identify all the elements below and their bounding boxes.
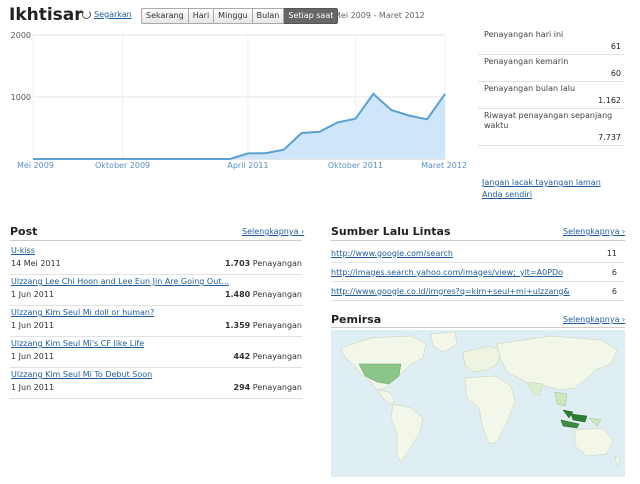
stat-last-month: Penayangan bulan lalu 1.162 — [478, 82, 625, 109]
x-tick-label: April 2011 — [227, 161, 268, 170]
source-count: 11 — [606, 248, 617, 258]
divider — [10, 240, 302, 241]
stat-label: Penayangan kemarin — [484, 57, 569, 66]
world-map-graphic — [340, 331, 622, 467]
stat-value: 61 — [610, 42, 621, 51]
audience-more-link[interactable]: Selengkapnya › — [563, 315, 626, 324]
date-range-label: Mei 2009 - Maret 2012 — [334, 11, 425, 20]
post-date: 1 Jun 2011 — [11, 321, 55, 330]
post-date: 1 Jun 2011 — [11, 352, 55, 361]
stat-yesterday: Penayangan kemarin 60 — [478, 55, 625, 82]
traffic-sources-list: http://www.google.com/search 11 http://i… — [331, 244, 625, 301]
post-date: 1 Jun 2011 — [11, 383, 55, 392]
y-tick-label: 1000 — [11, 93, 31, 102]
post-title-link[interactable]: Ulzzang Kim Seul Mi's CF like Life — [11, 339, 145, 348]
range-month-button[interactable]: Bulan — [252, 8, 285, 24]
stat-value: 60 — [610, 69, 621, 78]
post-title-link[interactable]: Ulzzang Kim Seul Mi doll or human? — [11, 308, 155, 317]
source-url-link[interactable]: http://www.google.co.id/imgres?q=kim+seu… — [331, 286, 570, 296]
divider — [331, 327, 625, 328]
stat-value: 7.737 — [598, 133, 621, 142]
traffic-sources-title: Sumber Lalu Lintas — [331, 225, 451, 238]
post-item: U-kiss 14 Mei 2011 1.703 Penayangan — [10, 244, 302, 275]
x-tick-label: Maret 2012 — [421, 161, 467, 170]
post-item: Ulzzang Kim Seul Mi doll or human? 1 Jun… — [10, 306, 302, 337]
pageviews-chart: 2000 1000 Mei 2009 Oktober 2009 April 2011 Ok… — [11, 31, 467, 170]
dont-track-own-views-link[interactable]: Jangan lacak tayangan laman Anda sendiri — [482, 178, 601, 199]
range-day-button[interactable]: Hari — [188, 8, 215, 24]
post-item: Ulzzang Kim Seul Mi's CF like Life 1 Jun… — [10, 337, 302, 368]
stat-today: Penayangan hari ini 61 — [478, 28, 625, 55]
posts-list: U-kiss 14 Mei 2011 1.703 Penayangan Ulzz… — [10, 244, 302, 399]
source-count: 6 — [611, 267, 617, 277]
post-views: 294 Penayangan — [233, 383, 302, 392]
range-now-button[interactable]: Sekarang — [141, 8, 189, 24]
y-tick-label: 2000 — [11, 31, 31, 40]
source-count: 6 — [611, 286, 617, 296]
post-views: 442 Penayangan — [233, 352, 302, 361]
post-title-link[interactable]: U-kiss — [11, 246, 35, 255]
source-row: http://www.google.com/search 11 — [331, 244, 625, 263]
refresh-icon — [82, 10, 91, 19]
stat-value: 1.162 — [598, 96, 621, 105]
time-range-selector: Sekarang Hari Minggu Bulan Setiap saat — [141, 8, 339, 24]
post-date: 1 Jun 2011 — [11, 290, 55, 299]
post-item: Ulzzang Lee Chi Hoon and Lee Eun Jin Are… — [10, 275, 302, 306]
page-title: Ikhtisar — [9, 5, 83, 25]
post-date: 14 Mei 2011 — [11, 259, 61, 268]
sources-more-link[interactable]: Selengkapnya › — [563, 227, 626, 236]
stats-panel: Penayangan hari ini 61 Penayangan kemari… — [478, 28, 625, 146]
source-row: http://images.search.yahoo.com/images/vi… — [331, 263, 625, 282]
x-tick-label: Oktober 2009 — [95, 161, 150, 170]
source-row: http://www.google.co.id/imgres?q=kim+seu… — [331, 282, 625, 301]
refresh-label: Segarkan — [94, 10, 132, 19]
post-item: Ulzzang Kim Seul Mi To Debut Soon 1 Jun … — [10, 368, 302, 399]
x-tick-label: Mei 2009 — [17, 161, 54, 170]
stat-label: Riwayat penayangan sepanjang waktu — [484, 111, 613, 130]
audience-world-map — [331, 330, 625, 477]
refresh-button[interactable]: Segarkan — [82, 10, 132, 19]
post-title-link[interactable]: Ulzzang Kim Seul Mi To Debut Soon — [11, 370, 153, 379]
stat-label: Penayangan hari ini — [484, 30, 564, 39]
posts-section-title: Post — [10, 225, 38, 238]
range-week-button[interactable]: Minggu — [214, 8, 253, 24]
post-title-link[interactable]: Ulzzang Lee Chi Hoon and Lee Eun Jin Are… — [11, 277, 230, 286]
source-url-link[interactable]: http://www.google.com/search — [331, 248, 453, 258]
source-url-link[interactable]: http://images.search.yahoo.com/images/vi… — [331, 267, 564, 277]
post-views: 1.480 Penayangan — [224, 290, 302, 299]
stat-all-time: Riwayat penayangan sepanjang waktu 7.737 — [478, 109, 625, 146]
audience-section-title: Pemirsa — [331, 313, 382, 326]
range-all-time-button[interactable]: Setiap saat — [284, 8, 339, 24]
x-tick-label: Oktober 2011 — [328, 161, 383, 170]
post-views: 1.359 Penayangan — [224, 321, 302, 330]
divider — [331, 240, 625, 241]
posts-more-link[interactable]: Selengkapnya › — [242, 227, 305, 236]
stat-label: Penayangan bulan lalu — [484, 84, 576, 93]
pageviews-line — [33, 92, 446, 160]
post-views: 1.703 Penayangan — [224, 259, 302, 268]
pageviews-area — [33, 93, 445, 159]
